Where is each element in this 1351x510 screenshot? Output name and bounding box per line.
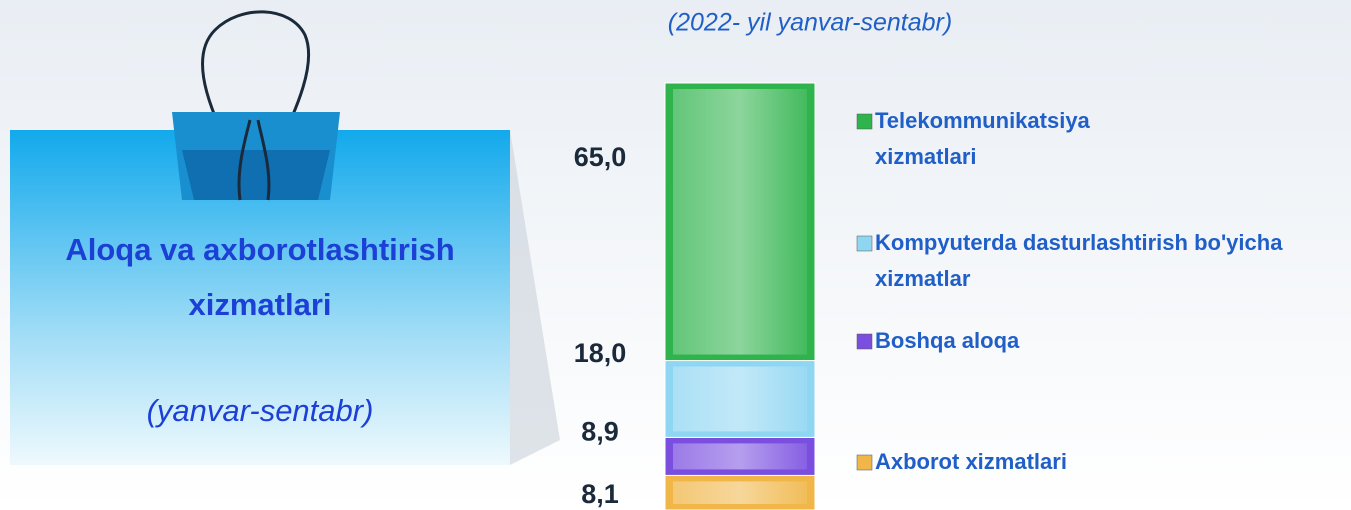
- slide: Aloqa va axborotlashtirish xizmatlari (y…: [0, 0, 1351, 510]
- title-box: Aloqa va axborotlashtirish xizmatlari: [10, 222, 510, 392]
- panel-title: Aloqa va axborotlashtirish xizmatlari: [10, 222, 510, 332]
- legend-label: Telekommunikatsiya xizmatlari: [875, 103, 1155, 175]
- legend-swatch: [857, 334, 872, 349]
- legend-swatch: [857, 455, 872, 470]
- note-box: (yanvar-sentabr): [10, 393, 510, 433]
- legend-entry: Axborot xizmatlari: [875, 444, 1351, 510]
- legend-entry: Boshqa aloqa: [875, 323, 1351, 403]
- value-label: 65,0: [574, 142, 627, 172]
- value-label: 18,0: [574, 338, 627, 368]
- legend-swatch: [857, 236, 872, 251]
- legend-label: Boshqa aloqa: [875, 323, 1345, 359]
- bar-shine: [673, 443, 807, 469]
- legend-entry: Telekommunikatsiya xizmatlari: [875, 103, 1351, 183]
- bar-shine: [673, 367, 807, 432]
- bar-shine: [673, 89, 807, 355]
- legend-swatch: [857, 114, 872, 129]
- panel-note: (yanvar-sentabr): [10, 393, 510, 429]
- legend-label: Kompyuterda dasturlashtirish bo'yicha xi…: [875, 225, 1345, 297]
- subtitle: (2022- yil yanvar-sentabr): [668, 9, 952, 37]
- legend-label: Axborot xizmatlari: [875, 444, 1345, 480]
- value-label: 8,9: [581, 417, 619, 447]
- legend-entry: Kompyuterda dasturlashtirish bo'yicha xi…: [875, 225, 1351, 305]
- bar-shine: [673, 481, 807, 504]
- value-label: 8,1: [581, 479, 619, 509]
